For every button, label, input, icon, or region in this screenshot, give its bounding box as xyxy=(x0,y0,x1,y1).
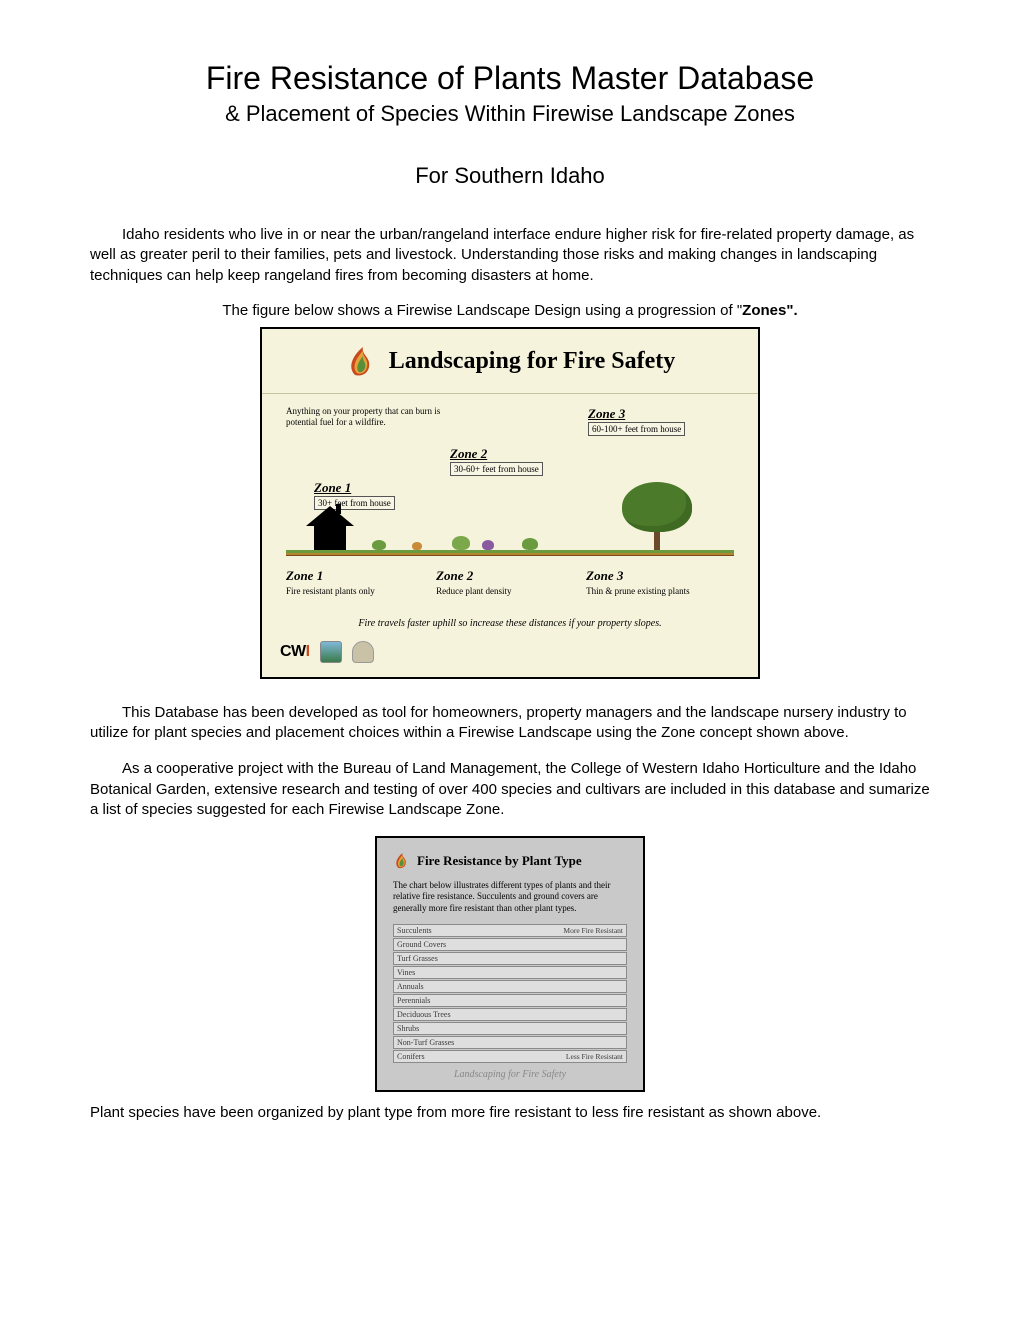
zone3-bottom-desc: Thin & prune existing plants xyxy=(586,586,734,596)
bar-row: Shrubs xyxy=(393,1022,627,1035)
shrub-icon xyxy=(412,542,422,550)
infographic2-desc: The chart below illustrates different ty… xyxy=(393,880,627,914)
shrub-icon xyxy=(452,536,470,550)
zone2-label: Zone 2 xyxy=(450,446,487,462)
less-fire-resistant-label: Less Fire Resistant xyxy=(566,1051,623,1062)
blm-logo-icon xyxy=(320,641,342,663)
shrub-icon xyxy=(372,540,386,550)
bar-row: ConifersLess Fire Resistant xyxy=(393,1050,627,1063)
db-purpose-paragraph: This Database has been developed as tool… xyxy=(90,703,930,744)
infographic-plant-type: Fire Resistance by Plant Type The chart … xyxy=(375,836,645,1092)
tree-icon xyxy=(622,480,692,550)
shrub-icon xyxy=(482,540,494,550)
zone1-bottom-title: Zone 1 xyxy=(286,568,323,583)
zone3-range: 60-100+ feet from house xyxy=(588,422,685,436)
zone-bottom-row: Zone 1 Fire resistant plants only Zone 2… xyxy=(286,568,734,596)
bar-row: Turf Grasses xyxy=(393,952,627,965)
figure1-caption: The figure below shows a Firewise Landsc… xyxy=(90,302,930,319)
zone1-bottom-desc: Fire resistant plants only xyxy=(286,586,434,596)
ibg-logo-icon xyxy=(352,641,374,663)
figure1-caption-text: The figure below shows a Firewise Landsc… xyxy=(222,302,742,319)
bar-row: Deciduous Trees xyxy=(393,1008,627,1021)
flame-icon xyxy=(393,852,411,870)
intro-paragraph: Idaho residents who live in or near the … xyxy=(90,225,930,286)
house-icon xyxy=(306,506,354,550)
zone2-bottom: Zone 2 Reduce plant density xyxy=(436,568,584,596)
bar-row: Ground Covers xyxy=(393,938,627,951)
infographic1-heading: Landscaping for Fire Safety xyxy=(389,348,675,375)
flame-icon xyxy=(345,345,379,379)
zone1-label: Zone 1 xyxy=(314,480,351,496)
bar-row: Perennials xyxy=(393,994,627,1007)
zone1-bottom: Zone 1 Fire resistant plants only xyxy=(286,568,434,596)
fuel-note: Anything on your property that can burn … xyxy=(286,406,446,428)
zone3-bottom-title: Zone 3 xyxy=(586,568,623,583)
figure1-caption-bold: Zones". xyxy=(742,302,797,319)
infographic1-footnote: Fire travels faster uphill so increase t… xyxy=(262,614,758,637)
bar-row: Vines xyxy=(393,966,627,979)
shrub-icon xyxy=(522,538,538,550)
more-fire-resistant-label: More Fire Resistant xyxy=(563,925,623,936)
bar-row: Annuals xyxy=(393,980,627,993)
cwi-logo: CWI xyxy=(280,643,310,661)
bar-row: Non-Turf Grasses xyxy=(393,1036,627,1049)
bars-container: SucculentsMore Fire ResistantGround Cove… xyxy=(393,924,627,1063)
zone2-range: 30-60+ feet from house xyxy=(450,462,543,476)
zone3-bottom: Zone 3 Thin & prune existing plants xyxy=(586,568,734,596)
infographic2-heading: Fire Resistance by Plant Type xyxy=(417,853,582,869)
infographic2-footer: Landscaping for Fire Safety xyxy=(393,1069,627,1080)
bar-row: SucculentsMore Fire Resistant xyxy=(393,924,627,937)
infographic-landscaping: Landscaping for Fire Safety Anything on … xyxy=(260,327,760,679)
infographic1-header: Landscaping for Fire Safety xyxy=(262,329,758,394)
page-title-region: For Southern Idaho xyxy=(90,163,930,189)
zone2-bottom-title: Zone 2 xyxy=(436,568,473,583)
zone3-label: Zone 3 xyxy=(588,406,625,422)
infographic1-logos: CWI xyxy=(262,637,758,677)
infographic1-body: Anything on your property that can burn … xyxy=(262,394,758,614)
zone2-bottom-desc: Reduce plant density xyxy=(436,586,584,596)
page-title-main: Fire Resistance of Plants Master Databas… xyxy=(90,60,930,97)
closing-paragraph: Plant species have been organized by pla… xyxy=(90,1104,930,1121)
infographic2-header: Fire Resistance by Plant Type xyxy=(393,852,627,870)
ground-line xyxy=(286,550,734,556)
page-title-sub: & Placement of Species Within Firewise L… xyxy=(90,101,930,127)
coop-paragraph: As a cooperative project with the Bureau… xyxy=(90,759,930,820)
